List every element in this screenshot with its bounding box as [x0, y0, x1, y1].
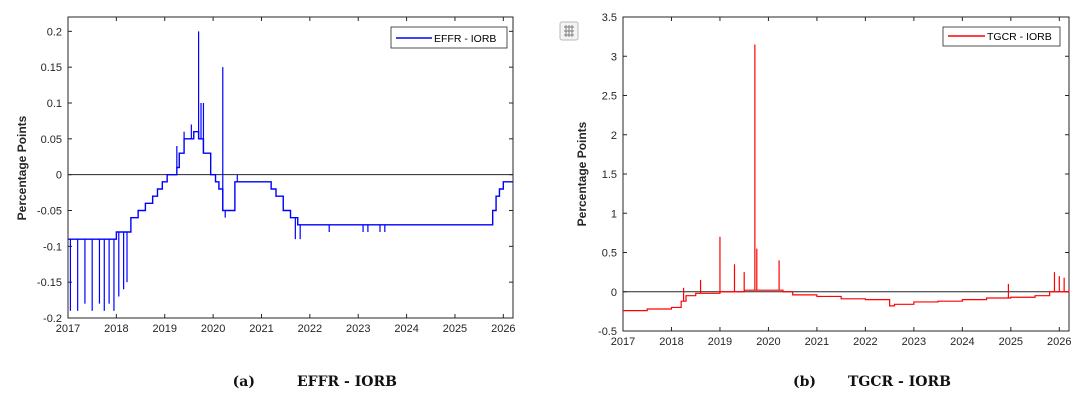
x-tick-label: 2022: [853, 336, 877, 348]
x-tick-label: 2021: [805, 336, 829, 348]
caption-tag-a: (a): [233, 374, 255, 390]
y-tick-label: 0.2: [47, 26, 62, 38]
legend-box-b: [942, 26, 1061, 47]
legend-label-b: TGCR - IORB: [987, 31, 1052, 43]
x-tick-label: 2024: [950, 336, 974, 348]
y-tick-label: 3: [611, 51, 617, 63]
x-tick-label: 2021: [249, 323, 273, 335]
y-tick-label: -0.5: [598, 326, 617, 338]
grid-icon[interactable]: [559, 21, 579, 41]
y-tick-label: 0.05: [41, 134, 62, 146]
x-tick-label: 2020: [756, 336, 780, 348]
y-tick-label: 0.1: [47, 98, 62, 110]
y-tick-label: -0.2: [43, 313, 62, 325]
ticks-a: 2017 2018 2019 2020 2021 2022 2023 2024 2025 2026…: [37, 17, 516, 335]
y-tick-label: 0.15: [41, 62, 62, 74]
y-tick-label: 3.5: [602, 12, 617, 24]
legend-label-a: EFFR - IORB: [434, 33, 496, 45]
y-tick-label: -0.1: [43, 241, 62, 253]
spikes-a: [69, 31, 386, 311]
x-tick-label: 2022: [298, 323, 322, 335]
caption-title-b: TGCR - IORB: [848, 374, 951, 390]
y-tick-label: 0.5: [602, 248, 617, 260]
x-tick-label: 2025: [443, 323, 467, 335]
x-tick-label: 2017: [56, 323, 80, 335]
spikes-b: [682, 44, 1065, 302]
y-tick-label: 0: [56, 170, 62, 182]
legend-a: EFFR - IORB: [390, 26, 508, 49]
x-tick-label: 2017: [611, 336, 635, 348]
caption-tag-b: (b): [793, 374, 816, 390]
ticks-b: 2017 2018 2019 2020 2021 2022 2023 2024 2025 2026…: [598, 12, 1072, 348]
x-tick-label: 2019: [708, 336, 732, 348]
grid-icon-glyph: [564, 25, 574, 37]
series-line-tgcr-iorb: [623, 289, 1070, 312]
series-line-effr-iorb: [68, 130, 513, 240]
legend-b: TGCR - IORB: [942, 26, 1061, 47]
y-tick-label: -0.15: [37, 277, 62, 289]
x-tick-label: 2026: [491, 323, 515, 335]
plot-frame-a: [67, 16, 514, 319]
x-tick-label: 2018: [659, 336, 683, 348]
x-tick-label: 2023: [346, 323, 370, 335]
x-tick-label: 2019: [152, 323, 176, 335]
y-tick-label: 2.5: [602, 91, 617, 103]
y-tick-label: 2: [611, 130, 617, 142]
legend-box-a: [390, 26, 508, 49]
x-tick-label: 2024: [394, 323, 418, 335]
y-axis-label-a: Percentage Points: [15, 115, 29, 220]
caption-title-a: EFFR - IORB: [297, 374, 397, 390]
x-tick-label: 2023: [902, 336, 926, 348]
y-tick-label: -0.05: [37, 206, 62, 218]
y-tick-label: 1: [611, 208, 617, 220]
panel-a: 2017 2018 2019 2020 2021 2022 2023 2024 2025 2026…: [15, 16, 516, 390]
x-tick-label: 2025: [999, 336, 1023, 348]
y-axis-label-b: Percentage Points: [575, 121, 589, 226]
y-tick-label: 0: [611, 287, 617, 299]
y-tick-label: 1.5: [602, 169, 617, 181]
panel-b: 2017 2018 2019 2020 2021 2022 2023 2024 2025 2026…: [575, 12, 1072, 390]
x-tick-label: 2026: [1047, 336, 1071, 348]
x-tick-label: 2018: [104, 323, 128, 335]
x-tick-label: 2020: [201, 323, 225, 335]
plot-frame-b: [622, 16, 1070, 332]
